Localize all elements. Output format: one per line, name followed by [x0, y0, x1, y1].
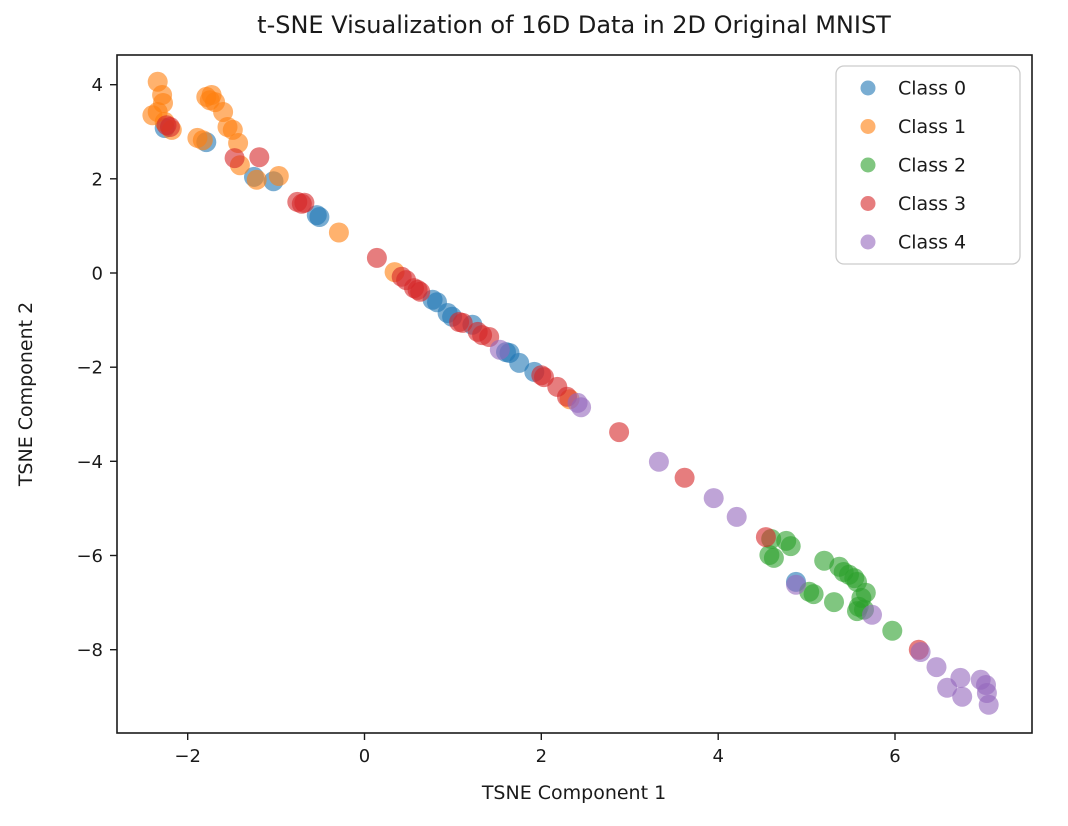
legend-marker-icon [860, 80, 876, 96]
legend-label: Class 2 [898, 155, 966, 177]
scatter-point [249, 147, 270, 168]
scatter-point [452, 312, 473, 333]
scatter-point [726, 506, 747, 527]
scatter-point [910, 642, 931, 662]
legend-item: Class 4 [860, 232, 966, 254]
x-tick-label: 6 [889, 746, 900, 767]
chart-title: t-SNE Visualization of 16D Data in 2D Or… [257, 11, 891, 39]
scatter-point [509, 352, 530, 373]
scatter-point [862, 604, 882, 625]
y-tick-label: 4 [92, 75, 103, 96]
scatter-point [824, 592, 844, 613]
scatter-point [780, 536, 801, 557]
scatter-point [786, 574, 806, 595]
legend-marker-icon [860, 119, 876, 134]
legend-item: Class 1 [860, 116, 966, 138]
scatter-point [571, 397, 592, 418]
scatter-point [410, 281, 431, 302]
scatter-point [213, 102, 234, 122]
x-tick-label: 0 [359, 746, 370, 767]
scatter-point [328, 222, 349, 243]
scatter-point [937, 677, 958, 698]
scatter-point [814, 550, 835, 571]
legend-item: Class 3 [860, 193, 966, 215]
legend-marker-icon [860, 196, 876, 211]
scatter-point [674, 467, 695, 488]
scatter-point [847, 601, 867, 622]
series-class-3 [156, 115, 929, 660]
series-class-4 [489, 339, 999, 715]
series-class-2 [759, 529, 903, 641]
scatter-point [703, 488, 724, 509]
scatter-point [246, 169, 267, 190]
legend-marker-icon [860, 157, 876, 173]
scatter-point [268, 166, 289, 186]
y-tick-label: −4 [76, 452, 103, 473]
y-tick-label: −2 [76, 358, 103, 379]
legend-item: Class 0 [860, 78, 966, 100]
y-tick-label: −6 [76, 546, 103, 567]
scatter-point [309, 207, 330, 227]
x-tick-label: 2 [536, 746, 547, 767]
legend-label: Class 4 [898, 232, 966, 254]
scatter-point [489, 339, 510, 360]
ticks-layer: −2 0 2 4 6 4 2 0 −2 −4 −6 −8 [76, 75, 900, 767]
legend-item: Class 2 [860, 155, 966, 177]
scatter-point [952, 686, 973, 707]
scatter-point [160, 117, 180, 137]
y-tick-label: 2 [92, 169, 103, 190]
legend-box [835, 65, 1021, 265]
series-class-0 [154, 118, 806, 592]
scatter-point [228, 133, 249, 153]
scatter-point [609, 422, 630, 443]
scatter-point [294, 192, 315, 213]
points-layer [142, 71, 999, 715]
legend-label: Class 1 [898, 116, 966, 138]
legend-marker-icon [860, 234, 876, 250]
legend-label: Class 3 [898, 193, 966, 215]
legend-label: Class 0 [898, 78, 966, 100]
scatter-point [224, 148, 245, 169]
plot-area [116, 54, 1033, 734]
scatter-point [926, 657, 947, 678]
scatter-point [763, 547, 784, 568]
scatter-point [755, 527, 776, 548]
scatter-point [803, 584, 824, 605]
y-axis-label: TSNE Component 2 [15, 302, 37, 487]
scatter-point [882, 620, 903, 641]
x-tick-label: 4 [712, 746, 723, 767]
scatter-point [366, 247, 387, 268]
legend: Class 0 Class 1 Class 2 Class 3 Class 4 [835, 65, 1021, 265]
y-tick-label: −8 [76, 640, 103, 661]
y-tick-label: 0 [92, 264, 103, 285]
scatter-point [978, 694, 999, 715]
scatter-point [648, 451, 669, 472]
x-tick-label: −2 [174, 746, 201, 767]
scatter-point [192, 130, 213, 151]
x-axis-label: TSNE Component 1 [481, 782, 666, 804]
